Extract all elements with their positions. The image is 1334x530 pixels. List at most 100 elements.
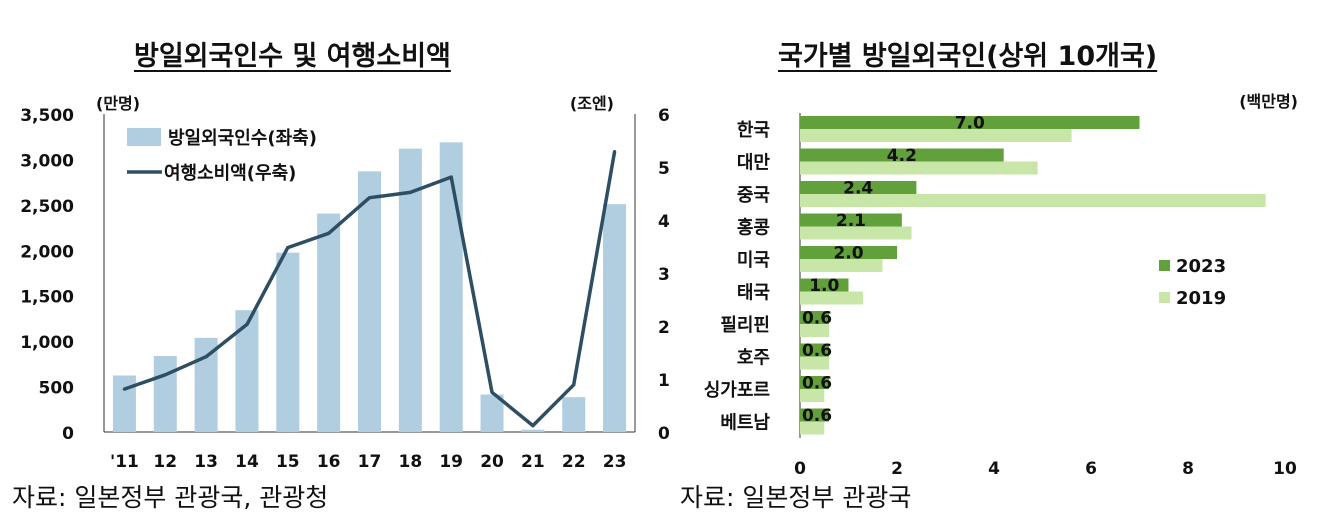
category-label: 싱가포르 bbox=[704, 380, 770, 401]
bar-2023 bbox=[800, 311, 830, 324]
category-label: 베트남 bbox=[720, 413, 770, 434]
category-label: 미국 bbox=[737, 250, 770, 271]
data-label: 1.0 bbox=[809, 276, 839, 296]
x-tick-label: 13 bbox=[194, 452, 218, 472]
left-y-tick-label: 3,000 bbox=[20, 151, 74, 171]
legend-line-label: 여행소비액(우축) bbox=[164, 163, 296, 184]
visitor-bar bbox=[398, 148, 422, 432]
bar-2023 bbox=[800, 148, 1004, 162]
x-tick-label: 14 bbox=[235, 452, 259, 472]
left-source-note: 자료: 일본정부 관광국, 관광청 bbox=[12, 483, 329, 512]
bar-2019 bbox=[800, 259, 883, 272]
legend-2023-swatch bbox=[1159, 260, 1170, 271]
right-y-tick-label: 6 bbox=[658, 106, 670, 126]
x-tick-label: '11 bbox=[110, 452, 139, 472]
bar-2019 bbox=[800, 421, 825, 435]
spending-point bbox=[245, 322, 249, 327]
data-label: 7.0 bbox=[955, 114, 985, 134]
spending-point bbox=[408, 190, 412, 195]
legend-bar-swatch bbox=[127, 128, 161, 146]
data-label: 0.6 bbox=[802, 309, 832, 329]
bar-2023 bbox=[800, 213, 902, 227]
spending-point bbox=[327, 231, 331, 235]
visitor-bar bbox=[194, 337, 218, 432]
spending-point bbox=[204, 355, 208, 359]
right-y-tick-label: 3 bbox=[658, 265, 670, 285]
bar-2023 bbox=[800, 278, 849, 292]
x-tick-label: 12 bbox=[153, 452, 177, 472]
legend-2019-swatch bbox=[1159, 292, 1170, 303]
visitor-bar bbox=[480, 394, 504, 432]
x-tick-label: 2 bbox=[891, 459, 903, 479]
category-label: 필리핀 bbox=[720, 315, 770, 336]
bar-2019 bbox=[800, 194, 1266, 207]
bar-2019 bbox=[800, 291, 864, 305]
bar-2023 bbox=[800, 246, 897, 259]
visitor-bar bbox=[358, 171, 381, 432]
visitor-bar bbox=[603, 204, 627, 432]
spending-point bbox=[163, 373, 167, 377]
category-label: 호주 bbox=[737, 348, 770, 369]
category-label: 대만 bbox=[737, 153, 771, 174]
visitor-bar bbox=[235, 310, 259, 432]
bar-2019 bbox=[800, 161, 1038, 175]
right-y-tick-label: 0 bbox=[658, 424, 670, 444]
bar-2019 bbox=[800, 389, 825, 402]
data-label: 2.4 bbox=[843, 179, 873, 199]
visitor-bar bbox=[521, 429, 545, 432]
left-y-tick-label: 1,000 bbox=[20, 333, 74, 353]
visitor-bar bbox=[276, 252, 300, 432]
left-combo-chart: 05001,0001,5002,0002,5003,0003,500012345… bbox=[20, 94, 670, 472]
x-tick-label: 19 bbox=[439, 452, 463, 472]
bar-2023 bbox=[800, 116, 1140, 129]
spending-point bbox=[286, 245, 290, 250]
left-chart-panel: 방일외국인수 및 여행소비액 0 500 1,000 1,500 2,000 2,500 3… bbox=[0, 0, 670, 530]
data-label: 0.6 bbox=[802, 341, 832, 361]
x-axis-unit: (백만명) bbox=[1239, 92, 1298, 111]
category-label: 태국 bbox=[737, 283, 770, 304]
visitor-bar bbox=[153, 356, 177, 432]
bar-2023 bbox=[800, 376, 830, 389]
legend-bar-label: 방일외국인수(좌축) bbox=[168, 128, 317, 149]
bar-2023 bbox=[800, 408, 830, 422]
x-tick-label: 4 bbox=[988, 459, 1000, 479]
visitor-bar bbox=[562, 397, 586, 432]
right-y-tick-label: 4 bbox=[658, 212, 670, 232]
spending-point bbox=[490, 390, 494, 394]
right-axis-unit: (조엔) bbox=[570, 94, 614, 113]
x-tick-label: 0 bbox=[794, 459, 806, 479]
spending-point bbox=[572, 383, 576, 387]
x-tick-label: 21 bbox=[521, 452, 545, 472]
right-chart-panel: 국가별 방일외국인(상위 10개국) 한국 7.0 대만 4.2 중국 2.4 홍콩 2.1 미… bbox=[668, 0, 1334, 530]
spending-point bbox=[612, 150, 617, 154]
x-tick-label: 23 bbox=[603, 452, 627, 472]
data-label: 4.2 bbox=[887, 146, 917, 166]
x-tick-label: 8 bbox=[1182, 459, 1194, 479]
right-source-note: 자료: 일본정부 관광국 bbox=[680, 483, 912, 512]
right-y-tick-label: 1 bbox=[658, 371, 670, 391]
right-y-tick-label: 5 bbox=[658, 159, 670, 179]
data-label: 2.1 bbox=[836, 211, 866, 231]
x-tick-label: 15 bbox=[276, 452, 300, 472]
right-hbar-chart: 한국 7.0 대만 4.2 중국 2.4 홍콩 2.1 미국 2.0 태국 1.0 필리핀 0.6 호주 0.… bbox=[704, 92, 1298, 479]
visitor-bar bbox=[317, 213, 341, 432]
left-y-tick-label: 3,500 bbox=[20, 106, 74, 126]
x-tick-label: 10 bbox=[1273, 459, 1297, 479]
left-y-tick-label: 0 bbox=[62, 424, 74, 444]
spending-point bbox=[531, 424, 535, 428]
data-label: 0.6 bbox=[802, 406, 832, 426]
category-label: 중국 bbox=[737, 185, 770, 206]
bar-2019 bbox=[800, 356, 830, 370]
left-axis-unit: (만명) bbox=[96, 94, 140, 113]
x-tick-label: 22 bbox=[562, 452, 586, 472]
data-label: 0.6 bbox=[802, 374, 832, 394]
bar-2023 bbox=[800, 343, 830, 357]
left-y-tick-label: 2,500 bbox=[20, 197, 74, 217]
bar-2019 bbox=[800, 324, 830, 337]
left-y-tick-label: 500 bbox=[39, 379, 75, 399]
category-label: 한국 bbox=[737, 120, 770, 141]
right-y-tick-label: 2 bbox=[658, 318, 670, 338]
spending-point bbox=[449, 175, 453, 179]
x-tick-label: 17 bbox=[358, 452, 382, 472]
right-chart-title: 국가별 방일외국인(상위 10개국) bbox=[778, 41, 1158, 72]
